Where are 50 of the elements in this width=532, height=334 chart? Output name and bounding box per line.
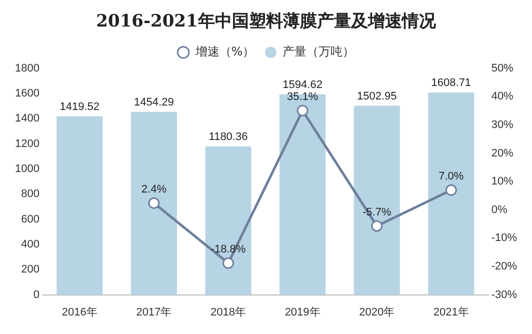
bar [354, 106, 400, 295]
y-tick-label: 200 [21, 264, 40, 276]
x-tick-label: 2020年 [359, 306, 395, 318]
y2-tick-label: 50% [491, 62, 514, 74]
point [445, 184, 457, 196]
y2-tick-label: -30% [491, 288, 518, 301]
x-tick-label: 2021年 [433, 306, 469, 318]
data-label: 1502.95 [356, 90, 397, 102]
y2-tick-label: 0% [491, 204, 508, 216]
bar [56, 116, 103, 295]
y-tick-label: 1000 [14, 163, 40, 176]
y-tick-label: 1600 [14, 88, 40, 100]
y-tick-label: 400 [21, 238, 40, 251]
data-label: 7.0% [438, 170, 464, 183]
y2-tick-label: -10% [491, 232, 518, 244]
y-tick-label: 0 [33, 288, 40, 301]
y-tick-label: 1400 [14, 112, 40, 125]
bar [130, 112, 177, 295]
data-label: 1419.52 [60, 100, 100, 113]
bar [280, 94, 326, 295]
x-tick-label: 2016年 [62, 306, 98, 318]
y2-tick-label: 20% [491, 147, 514, 160]
y2-tick-label: 10% [491, 176, 514, 188]
data-label: -5.7% [362, 206, 392, 219]
y-tick-label: 600 [21, 213, 40, 226]
data-label: 1608.71 [431, 76, 472, 89]
y-tick-label: 800 [21, 188, 40, 200]
x-tick-label: 2017年 [136, 306, 172, 318]
y2-tick-label: -20% [491, 260, 518, 273]
chart-title: 2016-2021年中国塑料薄膜产量及增速情况 [96, 10, 437, 32]
y-tick-label: 1800 [14, 62, 40, 74]
point [371, 220, 383, 232]
data-label: 2.4% [141, 184, 167, 196]
legend-label: 产量（万吨） [282, 44, 355, 59]
point [148, 197, 160, 209]
y2-tick-label: 40% [491, 90, 514, 103]
y2-tick-label: 30% [491, 119, 514, 132]
x-tick-label: 2018年 [210, 306, 246, 318]
data-label: 35.1% [286, 91, 318, 104]
data-label: -18.8% [210, 244, 246, 256]
data-label: 1180.36 [208, 130, 248, 143]
y-tick-label: 1200 [14, 138, 40, 150]
point [296, 104, 308, 116]
x-tick-label: 2019年 [284, 306, 320, 318]
point [222, 257, 234, 269]
data-label: 1454.29 [134, 96, 174, 108]
bar [205, 146, 252, 295]
data-label: 1594.62 [282, 78, 322, 91]
legend-label: 增速（%） [194, 44, 255, 59]
bar [428, 92, 474, 295]
